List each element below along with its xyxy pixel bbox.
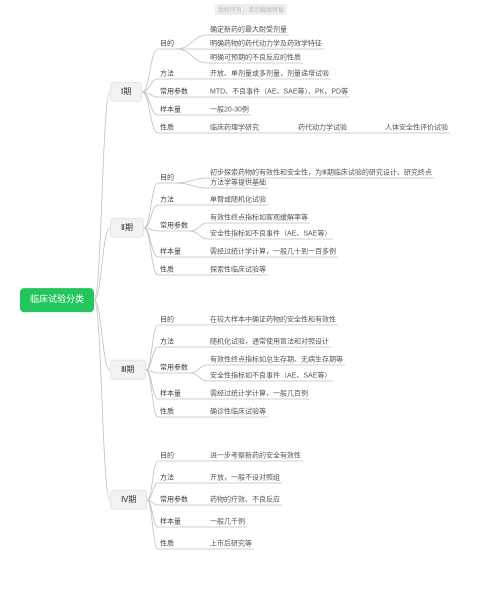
leaf-node: 方法学等提供基础 [210,178,266,187]
category-node: 常用参数 [160,495,188,504]
leaf-node: 单臂或随机化试验 [210,195,266,204]
leaf-node: 确诊性临床试验等 [210,407,266,416]
leaf-node: 需经过统计学计算，一般几百例 [210,389,308,398]
phase-node: Ⅱ期 [110,218,144,238]
leaf-node: 开放，一般不设对照组 [210,473,280,482]
category-node: 常用参数 [160,363,188,372]
category-node: 常用参数 [160,87,188,96]
leaf-node: 随机化试验，通常使用盲法和对照设计 [210,337,329,346]
category-node: 样本量 [160,389,181,398]
leaf-node: 临床药理学研究 [210,123,259,132]
leaf-node: 进一步考察新药的安全有效性 [210,451,301,460]
leaf-node: 开放、单剂量或多剂量，剂量递增试验 [210,69,329,78]
category-node: 性质 [160,123,174,132]
category-node: 目的 [160,173,174,182]
leaf-node: MTD、不良事件（AE、SAE等）、PK、PD等 [210,87,348,96]
leaf-node: 明确药物的药代动力学及药效学特征 [210,39,322,48]
phase-node: Ⅲ期 [110,360,146,380]
leaf-node: 安全性指标如不良事件（AE、SAE等） [210,229,331,238]
category-node: 样本量 [160,105,181,114]
watermark: 版权所有，请勿截图转载 [215,4,287,15]
leaf-node: 初步探索药物的有效性和安全性，为Ⅲ期临床试验的研究设计、研究终点 [210,168,432,177]
leaf-node: 一般20-30例 [210,105,249,114]
leaf-node: 安全性指标如不良事件（AE、SAE等） [210,371,331,380]
category-node: 方法 [160,473,174,482]
leaf-node: 药物的疗效、不良反应 [210,495,280,504]
leaf-node: 有效性终点指标如客观缓解率等 [210,213,308,222]
leaf-node: 需经过统计学计算，一般几十到一百多例 [210,247,336,256]
category-node: 常用参数 [160,221,188,230]
leaf-node: 确定新药的最大耐受剂量 [210,25,287,34]
leaf-node: 人体安全性评价试验 [385,123,448,132]
phase-node: Ⅳ期 [110,490,147,510]
category-node: 目的 [160,451,174,460]
leaf-node: 一般几千例 [210,517,245,526]
category-node: 方法 [160,195,174,204]
leaf-node: 药代动力学试验 [298,123,347,132]
category-node: 样本量 [160,517,181,526]
category-node: 方法 [160,69,174,78]
leaf-node: 探索性临床试验等 [210,265,266,274]
category-node: 性质 [160,407,174,416]
leaf-node: 明确可预期的不良反应的性质 [210,53,301,62]
category-node: 样本量 [160,247,181,256]
category-node: 目的 [160,315,174,324]
leaf-node: 有效性终点指标如总生存期、无病生存期等 [210,355,343,364]
category-node: 方法 [160,337,174,346]
leaf-node: 在较大样本中确证药物的安全性和有效性 [210,315,336,324]
category-node: 性质 [160,265,174,274]
phase-node: Ⅰ期 [110,82,142,102]
category-node: 目的 [160,39,174,48]
root-node: 临床试验分类 [20,288,94,312]
leaf-node: 上市后研究等 [210,539,252,548]
category-node: 性质 [160,539,174,548]
